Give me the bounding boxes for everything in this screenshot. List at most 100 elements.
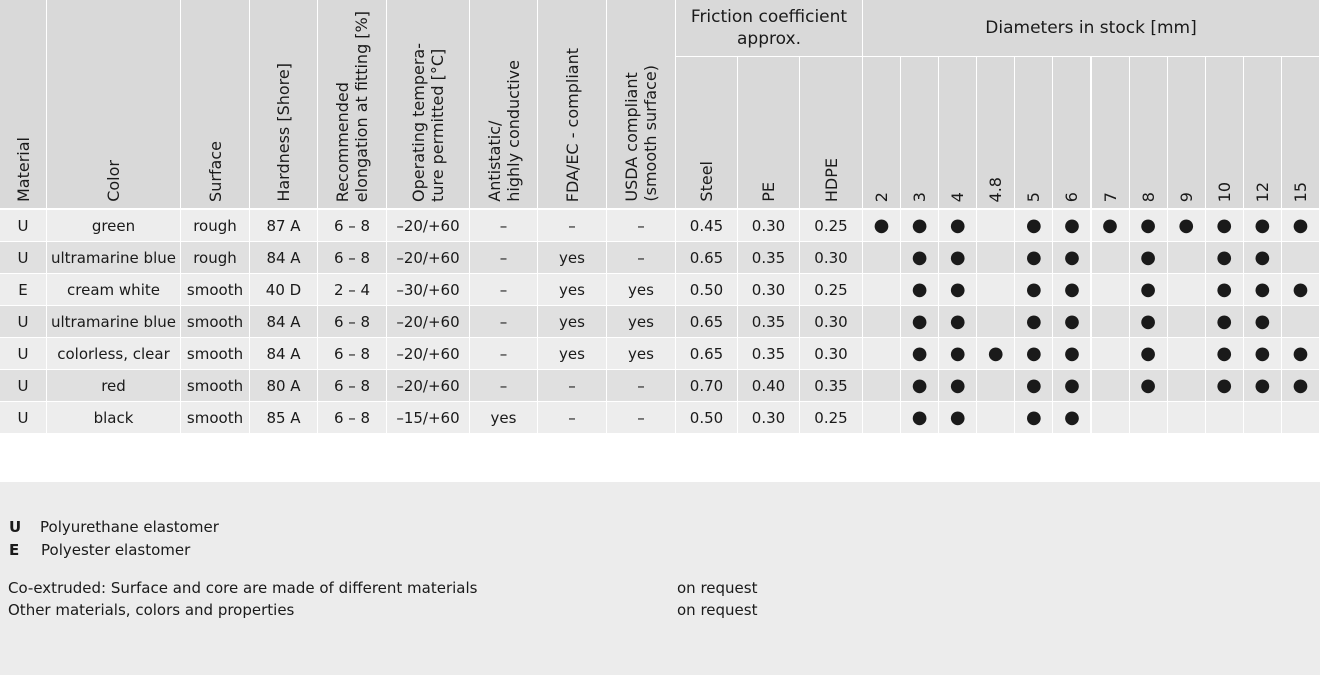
cell: yes (470, 402, 537, 433)
stock-dot: ● (911, 311, 928, 332)
header-line: (smooth surface) (641, 65, 660, 202)
cell-text: E (18, 280, 28, 299)
cell: ● (1243, 274, 1281, 305)
cell: ● (1167, 210, 1205, 241)
cell: ● (901, 242, 939, 273)
stock-dot: ● (1216, 215, 1233, 236)
cell-text: ultramarine blue (51, 248, 176, 267)
cell-text: 0.50 (689, 408, 724, 427)
cell: ● (1205, 210, 1243, 241)
cell-text: – (499, 376, 508, 395)
stock-dot: ● (911, 343, 928, 364)
cell (863, 306, 901, 337)
cell-text: – (499, 312, 508, 331)
stock-dot: ● (1254, 311, 1271, 332)
stock-dot: ● (1026, 215, 1042, 236)
cell: 0.35 (738, 338, 799, 369)
header-text: 3 (910, 191, 930, 202)
header-text: 5 (1024, 191, 1044, 202)
cell (1205, 402, 1243, 433)
header-line: FDA/EC - compliant (562, 47, 582, 202)
cell-text: 0.25 (814, 216, 848, 235)
header-text: 15 (1290, 181, 1310, 202)
cell (1167, 274, 1205, 305)
stock-dot: ● (1026, 343, 1042, 364)
stock-dot: ● (949, 375, 966, 396)
column-header: 7 (1091, 57, 1129, 208)
cell: 0.30 (738, 402, 799, 433)
cell (1129, 402, 1167, 433)
cell: smooth (181, 402, 249, 433)
cell: U (0, 402, 46, 433)
cell: 6 – 8 (318, 306, 386, 337)
cell: ● (1129, 210, 1167, 241)
cell: –20/+60 (387, 306, 469, 337)
header-line: Color (104, 160, 123, 202)
stock-dot: ● (1292, 343, 1309, 364)
cell-text: – (499, 344, 508, 363)
cell-text: 0.25 (814, 280, 848, 299)
cell: ● (939, 306, 977, 337)
cell: 0.45 (676, 210, 737, 241)
header-text: Recommended elongation at fitting [%] (333, 11, 371, 202)
cell: rough (181, 242, 249, 273)
cell: ● (1243, 306, 1281, 337)
header-text: 2 (872, 191, 892, 202)
cell (977, 370, 1015, 401)
legend-text: Polyester elastomer (41, 541, 191, 559)
cell-text: 0.35 (751, 344, 786, 363)
cell-text: –15/+60 (396, 408, 460, 427)
stock-dot: ● (1140, 215, 1156, 236)
cell (977, 242, 1015, 273)
header-text: 7 (1100, 191, 1120, 202)
cell (977, 402, 1015, 433)
cell-text: yes (559, 344, 585, 363)
stock-dot: ● (1178, 215, 1195, 236)
cell-text: red (101, 376, 126, 395)
cell: E (0, 274, 46, 305)
header-text: PE (759, 182, 778, 202)
cell: 6 – 8 (318, 210, 386, 241)
header-line: ture permitted [°C] (428, 48, 447, 202)
cell: yes (538, 274, 606, 305)
cell-text: ultramarine blue (51, 312, 176, 331)
cell: ● (1129, 338, 1167, 369)
cell: ● (1243, 338, 1281, 369)
cell: colorless, clear (47, 338, 180, 369)
cell: – (607, 370, 675, 401)
cell: yes (607, 338, 675, 369)
stock-dot: ● (1064, 311, 1080, 332)
cell: 6 – 8 (318, 370, 386, 401)
stock-dot: ● (1026, 311, 1042, 332)
cell-text: smooth (186, 312, 244, 331)
stock-dot: ● (911, 407, 928, 428)
group-title: Diameters in stock [mm] (985, 18, 1197, 38)
cell-text: 6 – 8 (333, 376, 371, 395)
cell: ultramarine blue (47, 242, 180, 273)
cell-text: –20/+60 (396, 216, 460, 235)
header-line: Antistatic/ (484, 120, 504, 202)
header-text: Antistatic/highly conductive (485, 60, 523, 202)
cell-text: – (499, 248, 508, 267)
header-text: 6 (1062, 191, 1082, 202)
cell (863, 402, 901, 433)
cell: ● (901, 338, 939, 369)
header-text: 8 (1138, 191, 1158, 202)
cell: yes (607, 306, 675, 337)
cell: 0.35 (800, 370, 862, 401)
cell-text: 2 – 4 (333, 280, 371, 299)
cell-text: 84 A (266, 312, 301, 331)
cell: ● (1205, 370, 1243, 401)
header-text: USDA compliant (smooth surface) (622, 65, 660, 202)
cell: 84 A (250, 338, 317, 369)
cell: ● (1015, 370, 1053, 401)
cell: ● (939, 338, 977, 369)
cell-text: yes (559, 280, 585, 299)
group-header: Friction coefficient approx. (676, 0, 862, 56)
cell (1167, 370, 1205, 401)
header-text: FDA/EC - compliant (563, 48, 582, 202)
cell: ● (1243, 242, 1281, 273)
cell-text: 0.50 (689, 280, 724, 299)
legend-text: Polyurethane elastomer (40, 518, 219, 536)
cell: 6 – 8 (318, 402, 386, 433)
